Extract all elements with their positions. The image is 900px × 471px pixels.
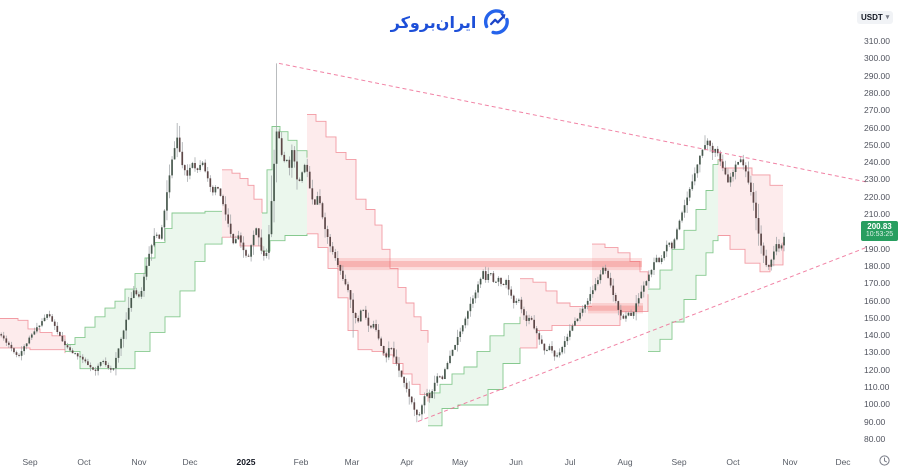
brand-logo-icon xyxy=(483,9,509,35)
price-tick-label: 170.00 xyxy=(864,278,890,288)
price-tick-label: 250.00 xyxy=(864,140,890,150)
price-tick-label: 300.00 xyxy=(864,53,890,63)
currency-label: USDT xyxy=(861,13,883,22)
time-tick-label: Oct xyxy=(726,457,740,467)
price-tick-label: 310.00 xyxy=(864,36,890,46)
time-tick-label: Nov xyxy=(131,457,147,467)
price-tick-label: 90.00 xyxy=(864,417,886,427)
time-tick-label: Jul xyxy=(564,457,576,467)
time-tick-label: 2025 xyxy=(236,457,256,467)
clock-icon[interactable] xyxy=(878,454,891,467)
price-tick-label: 160.00 xyxy=(864,296,890,306)
last-price-value: 200.83 xyxy=(867,222,892,231)
chevron-down-icon: ▾ xyxy=(885,13,890,21)
price-tick-label: 280.00 xyxy=(864,88,890,98)
price-tick-label: 80.00 xyxy=(864,434,886,444)
price-tick-label: 240.00 xyxy=(864,157,890,167)
price-tick-label: 100.00 xyxy=(864,399,890,409)
time-tick-label: Sep xyxy=(22,457,38,467)
time-tick-label: Aug xyxy=(617,457,633,467)
price-tick-label: 150.00 xyxy=(864,313,890,323)
last-price-countdown: 10:53:25 xyxy=(865,231,894,238)
time-tick-label: Mar xyxy=(344,457,360,467)
price-tick-label: 230.00 xyxy=(864,174,890,184)
time-tick-label: Jun xyxy=(509,457,523,467)
price-tick-label: 270.00 xyxy=(864,105,890,115)
time-tick-label: Dec xyxy=(182,457,198,467)
price-tick-label: 260.00 xyxy=(864,123,890,133)
price-tick-label: 180.00 xyxy=(864,261,890,271)
time-tick-label: Sep xyxy=(671,457,687,467)
last-price-badge: 200.83 10:53:25 xyxy=(861,221,898,241)
price-tick-label: 290.00 xyxy=(864,71,890,81)
price-tick-label: 130.00 xyxy=(864,347,890,357)
time-tick-label: Feb xyxy=(293,457,309,467)
brand-logo-text: ایران‌بروکر xyxy=(390,12,477,32)
price-tick-label: 190.00 xyxy=(864,244,890,254)
time-tick-label: Apr xyxy=(400,457,414,467)
currency-selector[interactable]: USDT ▾ xyxy=(857,11,894,24)
price-tick-label: 120.00 xyxy=(864,365,890,375)
time-tick-label: May xyxy=(451,457,469,467)
price-tick-label: 210.00 xyxy=(864,209,890,219)
time-tick-label: Oct xyxy=(77,457,91,467)
price-tick-label: 140.00 xyxy=(864,330,890,340)
time-tick-label: Dec xyxy=(835,457,851,467)
price-tick-label: 110.00 xyxy=(864,382,890,392)
time-tick-label: Nov xyxy=(782,457,798,467)
brand-logo: ایران‌بروکر xyxy=(391,9,510,35)
price-tick-label: 220.00 xyxy=(864,192,890,202)
